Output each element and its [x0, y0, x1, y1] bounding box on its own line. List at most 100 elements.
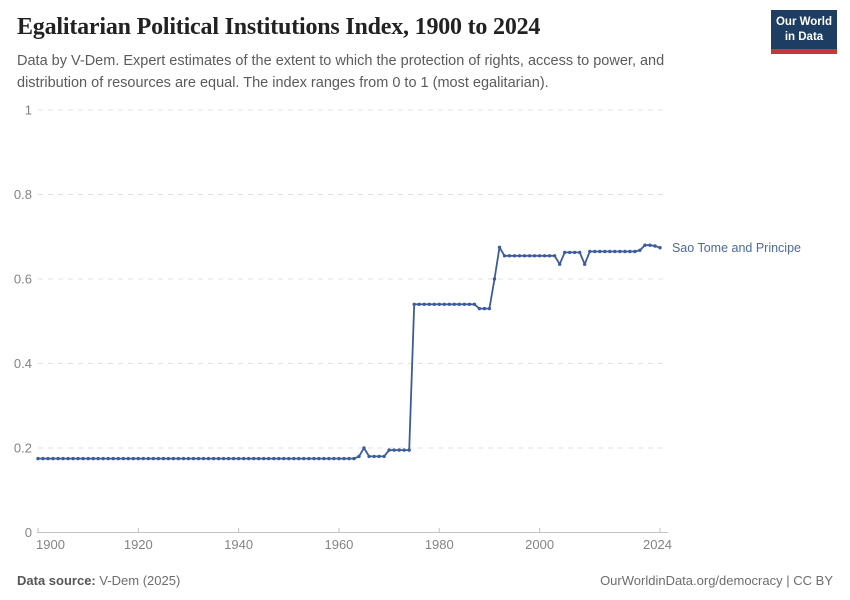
data-point[interactable]	[287, 456, 291, 461]
data-point[interactable]	[242, 456, 246, 461]
data-point[interactable]	[372, 454, 376, 459]
data-point[interactable]	[382, 454, 386, 459]
data-point[interactable]	[337, 456, 341, 461]
data-point[interactable]	[121, 456, 126, 461]
data-point[interactable]	[141, 456, 145, 461]
series-label[interactable]: Sao Tome and Principe	[672, 241, 801, 255]
data-point[interactable]	[116, 456, 121, 461]
data-point[interactable]	[257, 456, 261, 461]
data-point[interactable]	[578, 250, 582, 255]
data-point[interactable]	[487, 306, 492, 311]
data-point[interactable]	[422, 302, 426, 306]
data-point[interactable]	[211, 456, 216, 461]
data-point[interactable]	[447, 302, 451, 306]
data-point[interactable]	[231, 456, 236, 461]
data-point[interactable]	[452, 302, 456, 306]
data-point[interactable]	[392, 448, 396, 452]
data-point[interactable]	[76, 456, 80, 461]
data-point[interactable]	[277, 456, 281, 461]
data-point[interactable]	[542, 254, 547, 258]
data-point[interactable]	[588, 249, 592, 254]
line-chart[interactable]: 0 0.2 0.4 0.6 0.8 1 1900 1920 1940 1960 1980 2000 20…	[0, 95, 850, 560]
data-point[interactable]	[628, 249, 632, 254]
data-point[interactable]	[527, 254, 532, 258]
data-point[interactable]	[317, 456, 321, 461]
data-point[interactable]	[537, 254, 542, 258]
data-point[interactable]	[482, 306, 487, 311]
data-point[interactable]	[106, 456, 110, 461]
data-point[interactable]	[322, 456, 326, 461]
data-point[interactable]	[56, 456, 60, 461]
data-point[interactable]	[623, 249, 627, 254]
data-point[interactable]	[492, 277, 497, 281]
data-point[interactable]	[643, 243, 647, 247]
data-point[interactable]	[307, 456, 311, 461]
data-point[interactable]	[151, 456, 156, 461]
data-point[interactable]	[442, 302, 446, 306]
data-point[interactable]	[402, 448, 406, 452]
data-point[interactable]	[367, 454, 371, 459]
data-point[interactable]	[126, 456, 130, 461]
data-point[interactable]	[648, 243, 652, 247]
data-point[interactable]	[146, 456, 151, 461]
data-point[interactable]	[653, 244, 657, 248]
data-point[interactable]	[352, 456, 356, 461]
data-point[interactable]	[462, 302, 467, 306]
data-point[interactable]	[357, 454, 361, 459]
data-point[interactable]	[613, 249, 617, 254]
data-point[interactable]	[267, 456, 271, 461]
data-point[interactable]	[457, 302, 461, 306]
data-point[interactable]	[176, 456, 181, 461]
data-point[interactable]	[397, 448, 401, 452]
data-point[interactable]	[658, 246, 662, 250]
data-point[interactable]	[247, 456, 251, 461]
data-point[interactable]	[608, 249, 612, 254]
data-point[interactable]	[292, 456, 296, 461]
data-point[interactable]	[297, 456, 301, 461]
data-point[interactable]	[66, 456, 70, 461]
data-point[interactable]	[583, 262, 587, 266]
data-point[interactable]	[342, 456, 346, 461]
data-point[interactable]	[427, 302, 431, 306]
data-point[interactable]	[407, 448, 411, 452]
data-point[interactable]	[86, 456, 90, 461]
data-point[interactable]	[156, 456, 161, 461]
data-point[interactable]	[547, 254, 552, 258]
data-point[interactable]	[41, 456, 45, 461]
data-point[interactable]	[593, 249, 597, 254]
data-point[interactable]	[252, 456, 256, 461]
data-point[interactable]	[272, 456, 276, 461]
data-point[interactable]	[327, 456, 331, 461]
data-point[interactable]	[111, 456, 115, 461]
data-point[interactable]	[437, 302, 441, 306]
data-point[interactable]	[497, 245, 502, 249]
data-point[interactable]	[432, 302, 436, 306]
data-point[interactable]	[136, 456, 140, 461]
data-point[interactable]	[131, 456, 135, 461]
owid-url-link[interactable]: OurWorldinData.org/democracy	[600, 573, 783, 588]
data-point[interactable]	[512, 254, 517, 258]
data-point[interactable]	[603, 249, 607, 254]
data-point[interactable]	[236, 456, 241, 461]
data-point[interactable]	[472, 302, 477, 306]
data-point[interactable]	[186, 456, 191, 461]
data-point[interactable]	[312, 456, 316, 461]
data-point[interactable]	[171, 456, 176, 461]
data-point[interactable]	[262, 456, 266, 461]
data-point[interactable]	[552, 254, 557, 258]
data-point[interactable]	[477, 306, 482, 311]
data-point[interactable]	[633, 249, 637, 254]
data-point[interactable]	[191, 456, 196, 461]
data-point[interactable]	[558, 262, 562, 266]
data-point[interactable]	[226, 456, 231, 461]
data-point[interactable]	[81, 456, 85, 461]
data-point[interactable]	[563, 250, 567, 255]
data-point[interactable]	[206, 456, 211, 461]
data-point[interactable]	[196, 456, 201, 461]
data-point[interactable]	[618, 249, 622, 254]
data-point[interactable]	[502, 254, 507, 258]
data-point[interactable]	[387, 448, 391, 452]
data-point[interactable]	[71, 456, 75, 461]
data-point[interactable]	[573, 250, 577, 255]
data-point[interactable]	[216, 456, 221, 461]
